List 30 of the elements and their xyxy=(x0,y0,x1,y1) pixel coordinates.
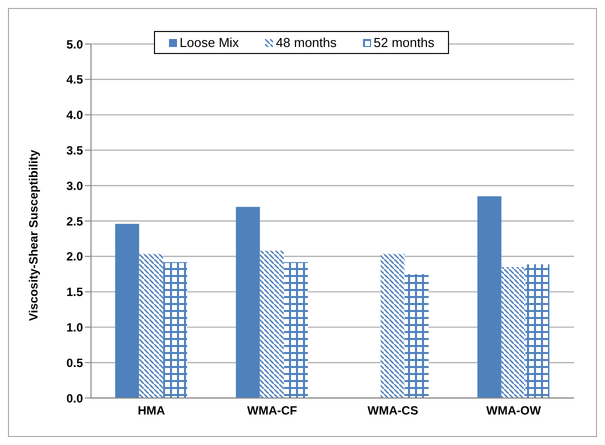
bar xyxy=(525,264,550,398)
x-tick-label: WMA-OW xyxy=(486,404,542,418)
bar xyxy=(404,274,429,398)
bar xyxy=(139,254,164,398)
y-tick-label: 2.0 xyxy=(66,250,84,264)
x-tick-label: HMA xyxy=(138,404,166,418)
y-tick-label: 0.0 xyxy=(66,391,84,406)
y-tick-label: 1.0 xyxy=(66,320,84,334)
y-tick-label: 3.5 xyxy=(66,143,84,158)
bar xyxy=(115,224,140,398)
y-tick-label: 4.5 xyxy=(66,72,84,87)
y-axis-title: Viscosity-Shear Susceptibility xyxy=(26,150,40,321)
y-tick-label: 2.5 xyxy=(66,214,84,228)
y-tick-label: 0.5 xyxy=(66,356,84,370)
legend-label: 52 months xyxy=(372,35,434,50)
y-tick-label: 3.0 xyxy=(66,178,84,193)
bar xyxy=(260,250,284,398)
bar xyxy=(501,267,526,398)
legend-label: Loose Mix xyxy=(178,35,239,50)
bar xyxy=(236,206,260,398)
y-tick-label: 4.0 xyxy=(66,108,84,122)
x-tick-label: WMA-CF xyxy=(247,404,298,418)
x-tick-label: WMA-CS xyxy=(368,404,418,418)
legend-label: 48 months xyxy=(274,35,337,50)
bar xyxy=(284,262,308,398)
bar xyxy=(477,196,502,398)
y-tick-label: 5.0 xyxy=(66,37,84,52)
bar xyxy=(380,254,405,398)
y-tick-label: 1.5 xyxy=(66,285,84,300)
bar xyxy=(163,262,188,398)
